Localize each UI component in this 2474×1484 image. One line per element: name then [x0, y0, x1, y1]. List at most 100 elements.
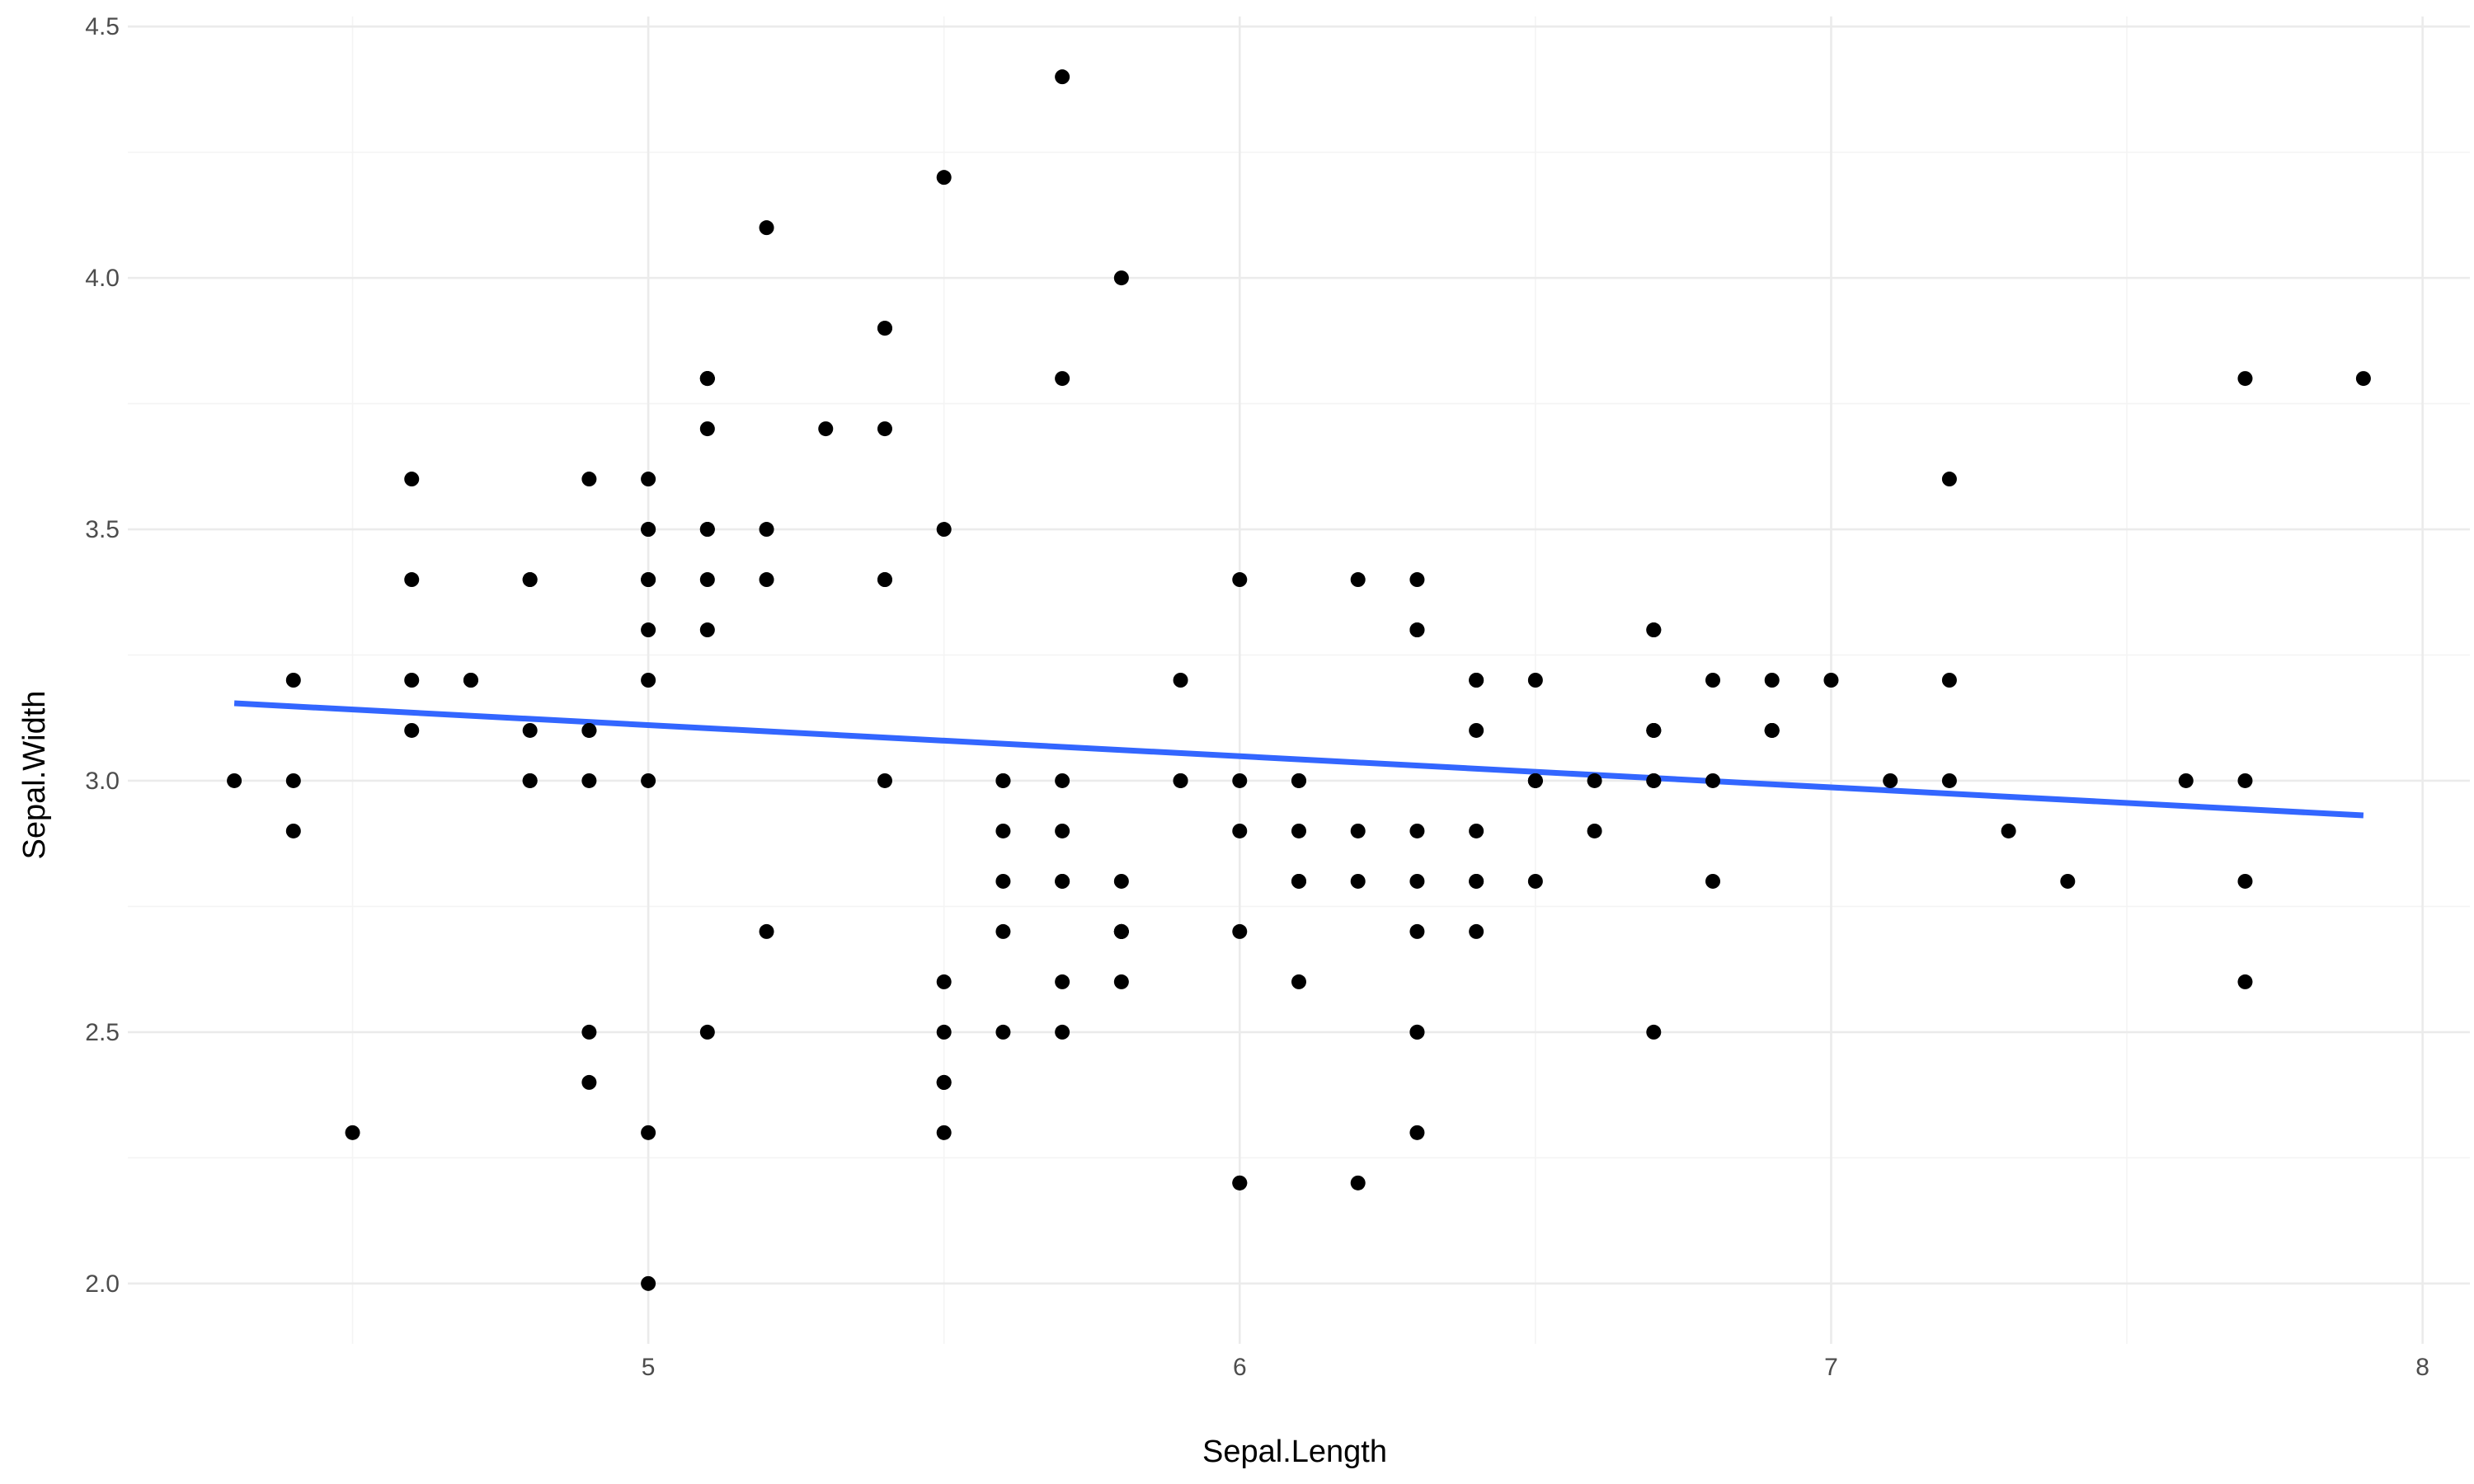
data-point [641, 622, 656, 638]
data-point [2355, 371, 2371, 387]
data-point [759, 572, 774, 588]
data-point [936, 974, 952, 989]
x-axis-title: Sepal.Length [1202, 1435, 1387, 1469]
data-point [699, 572, 715, 588]
data-point [699, 1024, 715, 1040]
data-point [1764, 722, 1780, 738]
data-point [2237, 371, 2253, 387]
data-point [2060, 873, 2076, 889]
data-point [1409, 923, 1425, 939]
data-point [404, 572, 420, 588]
data-point [1113, 923, 1129, 939]
data-point [699, 522, 715, 538]
data-point [1705, 673, 1721, 688]
data-point [1055, 873, 1070, 889]
y-tick-label: 2.5 [85, 1019, 120, 1046]
data-point [936, 1024, 952, 1040]
data-point [995, 773, 1011, 788]
data-point [2178, 773, 2194, 788]
data-point [1469, 823, 1484, 838]
data-point [641, 1275, 656, 1291]
data-point [1409, 1024, 1425, 1040]
data-point [1055, 69, 1070, 85]
y-tick-label: 4.0 [85, 265, 120, 292]
data-point [581, 722, 597, 738]
data-point [1823, 673, 1839, 688]
data-point [936, 522, 952, 538]
y-tick-label: 3.5 [85, 516, 120, 543]
data-point [1941, 773, 1957, 788]
data-point [759, 220, 774, 236]
data-point [1055, 371, 1070, 387]
data-point [345, 1125, 360, 1140]
data-point [1705, 873, 1721, 889]
data-point [1113, 873, 1129, 889]
data-point [581, 1024, 597, 1040]
data-point [581, 773, 597, 788]
data-point [995, 923, 1011, 939]
data-point [1350, 873, 1366, 889]
data-point [1232, 923, 1248, 939]
data-point [1350, 1175, 1366, 1190]
data-point [1587, 773, 1602, 788]
data-point [1527, 673, 1543, 688]
data-point [1409, 873, 1425, 889]
data-point [522, 773, 538, 788]
y-tick-label: 4.5 [85, 13, 120, 40]
data-point [936, 1125, 952, 1140]
data-point [1173, 773, 1188, 788]
data-point [641, 472, 656, 487]
data-point [2237, 974, 2253, 989]
data-point [1055, 1024, 1070, 1040]
data-point [1646, 773, 1662, 788]
data-point [1409, 622, 1425, 638]
data-point [1173, 673, 1188, 688]
fit-line-layer [233, 700, 2364, 819]
data-point [1291, 974, 1306, 989]
data-point [1587, 823, 1602, 838]
data-point [818, 421, 834, 437]
data-point [1469, 923, 1484, 939]
y-tick-label: 3.0 [85, 768, 120, 795]
x-tick-label: 7 [1824, 1354, 1838, 1381]
data-point [1469, 673, 1484, 688]
data-point [759, 923, 774, 939]
data-point [699, 371, 715, 387]
data-point [1055, 823, 1070, 838]
data-point [1291, 823, 1306, 838]
data-point [2001, 823, 2016, 838]
data-point [1764, 673, 1780, 688]
data-point [759, 522, 774, 538]
data-point [404, 722, 420, 738]
data-point [877, 773, 892, 788]
data-point [1055, 974, 1070, 989]
data-point [1232, 1175, 1248, 1190]
data-point [1055, 773, 1070, 788]
data-point [581, 1074, 597, 1090]
data-point [1646, 622, 1662, 638]
data-point [995, 823, 1011, 838]
data-point [641, 773, 656, 788]
data-point [285, 673, 301, 688]
data-point [936, 1074, 952, 1090]
data-point [1232, 773, 1248, 788]
data-point [995, 1024, 1011, 1040]
data-point [522, 722, 538, 738]
major-gridlines [128, 16, 2470, 1344]
data-point [2237, 773, 2253, 788]
y-axis-tick-labels: 2.0 2.5 3.0 3.5 4.0 4.5 [85, 13, 120, 1298]
data-point [1469, 873, 1484, 889]
data-point [227, 773, 242, 788]
y-axis-title: Sepal.Width [17, 691, 52, 860]
data-point [1941, 472, 1957, 487]
data-point [1705, 773, 1721, 788]
data-point [1409, 823, 1425, 838]
data-point [1409, 572, 1425, 588]
data-point [641, 1125, 656, 1140]
data-point [641, 572, 656, 588]
data-point [1527, 873, 1543, 889]
data-point [1409, 1125, 1425, 1140]
x-axis-tick-labels: 5 6 7 8 [642, 1354, 2429, 1381]
x-tick-label: 8 [2415, 1354, 2429, 1381]
